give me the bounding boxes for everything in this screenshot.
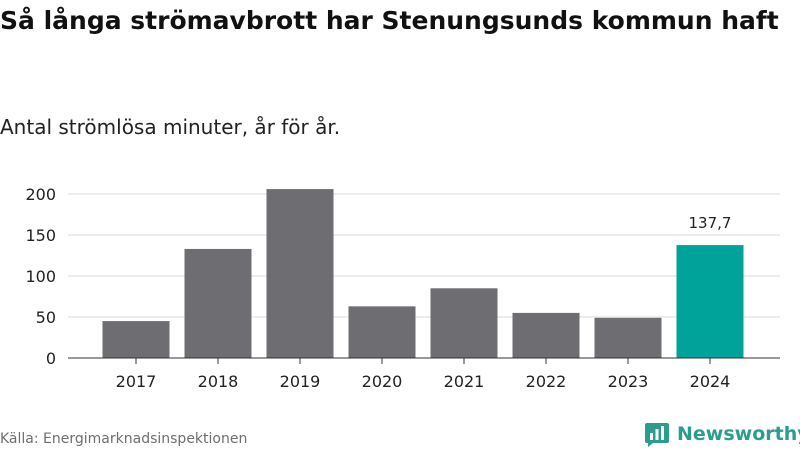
- bar-2023: [594, 317, 662, 358]
- brand-logo[interactable]: Newsworthy: [644, 421, 800, 447]
- x-tick-label: 2024: [690, 372, 731, 391]
- x-tick-label: 2018: [198, 372, 239, 391]
- chart-title: Så långa strömavbrott har Stenungsunds k…: [0, 6, 779, 35]
- x-tick-label: 2020: [362, 372, 403, 391]
- bar-2021: [430, 288, 498, 358]
- y-tick-label: 100: [25, 267, 56, 286]
- bar-2019: [266, 189, 334, 358]
- bar-chart: 0 50 100 150 200 2017 2018 2019 2020 2021 2022 202…: [25, 185, 780, 391]
- x-tick-label: 2021: [444, 372, 485, 391]
- y-tick-label: 50: [36, 308, 56, 327]
- data-labels: 137,7: [689, 214, 732, 232]
- y-tick-label: 200: [25, 185, 56, 204]
- bar-2018: [184, 248, 252, 358]
- gridlines: [68, 193, 780, 318]
- x-tick-label: 2019: [280, 372, 321, 391]
- y-tick-label: 150: [25, 226, 56, 245]
- y-axis-ticks: 0 50 100 150 200: [25, 185, 56, 368]
- bar-chart-logo-icon: [645, 423, 669, 447]
- x-tick-label: 2017: [116, 372, 157, 391]
- bar-2020: [348, 306, 416, 358]
- bar-2022: [512, 312, 580, 358]
- x-tick-label: 2023: [608, 372, 649, 391]
- x-axis-ticks: 2017 2018 2019 2020 2021 2022 2023 2024: [116, 358, 731, 391]
- data-label: 137,7: [689, 214, 732, 232]
- chart-subtitle: Antal strömlösa minuter, år för år.: [0, 115, 341, 139]
- brand-name: Newsworthy: [677, 423, 800, 445]
- x-tick-label: 2022: [526, 372, 567, 391]
- bar-2017: [102, 321, 170, 358]
- y-tick-label: 0: [46, 349, 56, 368]
- source-note: Källa: Energimarknadsinspektionen: [0, 431, 248, 447]
- bar-2024: [676, 245, 744, 358]
- bars: [102, 189, 744, 358]
